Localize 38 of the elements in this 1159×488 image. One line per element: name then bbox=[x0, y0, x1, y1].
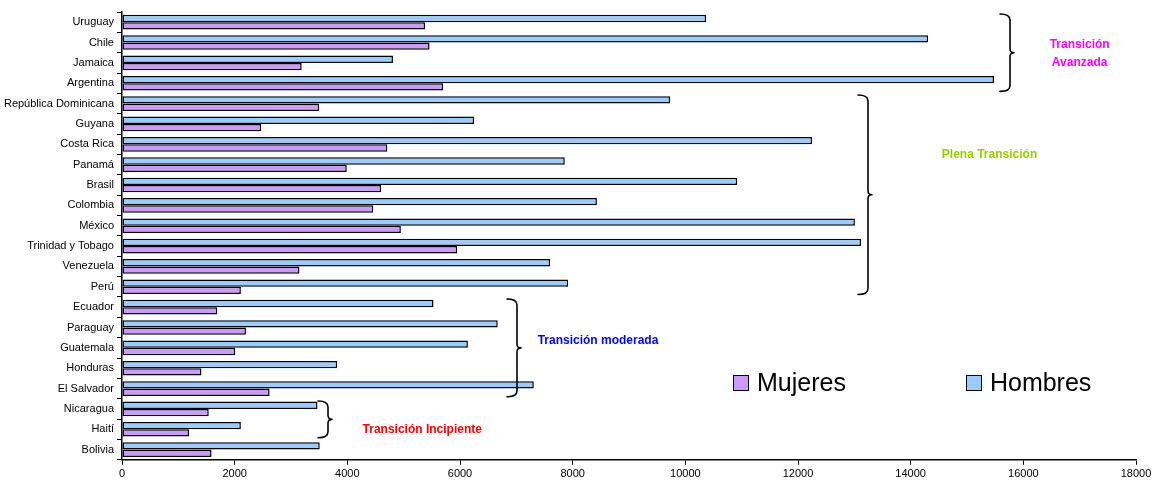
x-tick-label: 16000 bbox=[1008, 467, 1039, 480]
y-tick-label: Jamaica bbox=[73, 55, 115, 68]
y-tick-label: Argentina bbox=[66, 76, 115, 89]
y-tick-label: Venezuela bbox=[62, 259, 115, 272]
x-tick-label: 4000 bbox=[335, 467, 360, 480]
x-tick-label: 18000 bbox=[1120, 467, 1152, 480]
y-tick-label: Nicaragua bbox=[63, 401, 115, 414]
y-tick-label: Guatemala bbox=[60, 340, 115, 353]
y-tick-label: Panamá bbox=[73, 157, 115, 170]
x-tick-label: 0 bbox=[118, 467, 126, 480]
x-tick-label: 6000 bbox=[447, 467, 473, 480]
y-tick-label: Bolivia bbox=[81, 442, 115, 455]
y-tick-label: República Dominicana bbox=[3, 96, 115, 109]
y-tick-label: Paraguay bbox=[66, 320, 115, 333]
y-tick-label: El Salvador bbox=[57, 381, 115, 394]
annotation: Transición Avanzada bbox=[1048, 35, 1111, 71]
annotation: Plena Transición bbox=[941, 146, 1038, 164]
annotation: Transición moderada bbox=[537, 331, 659, 349]
x-tick-label: 2000 bbox=[222, 467, 247, 480]
legend-label: Mujeres bbox=[757, 368, 846, 397]
x-tick-label: 14000 bbox=[895, 467, 926, 480]
y-tick-label: Perú bbox=[90, 279, 114, 292]
y-tick-label: Colombia bbox=[67, 198, 115, 211]
y-tick-label: Guyana bbox=[75, 116, 115, 129]
y-tick-label: Honduras bbox=[66, 361, 115, 374]
y-tick-label: Uruguay bbox=[72, 15, 115, 28]
x-tick-label: 10000 bbox=[670, 467, 701, 480]
y-tick-label: México bbox=[79, 218, 114, 231]
legend-label: Hombres bbox=[989, 368, 1092, 397]
y-tick-label: Costa Rica bbox=[60, 137, 115, 150]
y-tick-label: Trinidad y Tobago bbox=[27, 239, 114, 252]
x-tick-label: 12000 bbox=[782, 467, 814, 480]
x-tick-label: 8000 bbox=[560, 467, 585, 480]
y-tick-label: Ecuador bbox=[73, 300, 115, 313]
annotation: Transición Incipiente bbox=[362, 421, 482, 439]
y-tick-label: Chile bbox=[88, 35, 114, 48]
y-tick-label: Haití bbox=[91, 422, 114, 435]
y-tick-label: Brasil bbox=[86, 178, 114, 191]
